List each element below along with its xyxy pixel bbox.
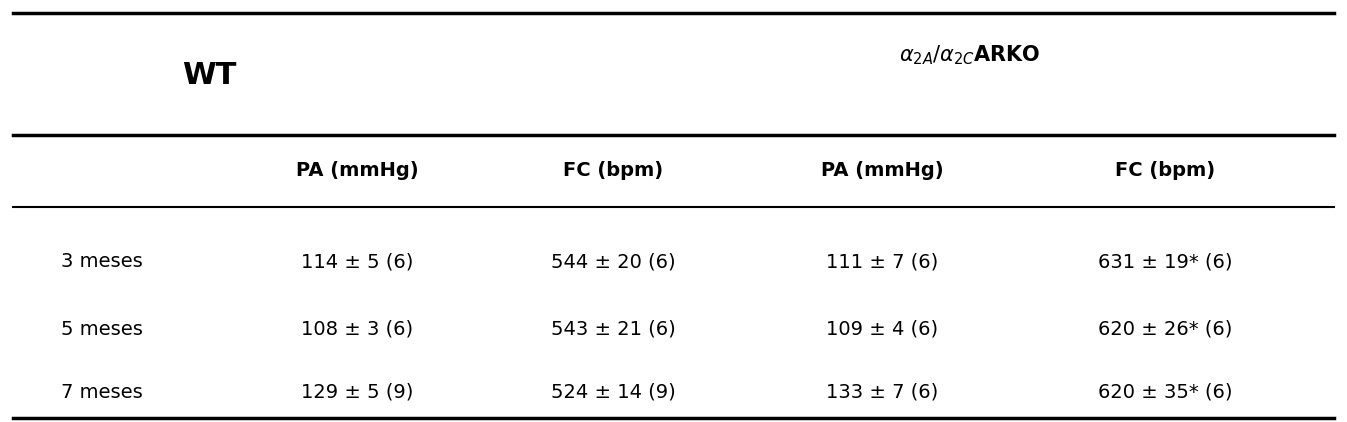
Text: WT: WT (182, 62, 236, 90)
Text: 3 meses: 3 meses (61, 252, 143, 271)
Text: 133 ± 7 (6): 133 ± 7 (6) (826, 383, 939, 402)
Text: 111 ± 7 (6): 111 ± 7 (6) (826, 252, 939, 271)
Text: 620 ± 35* (6): 620 ± 35* (6) (1098, 383, 1233, 402)
Text: 524 ± 14 (9): 524 ± 14 (9) (551, 383, 675, 402)
Text: 108 ± 3 (6): 108 ± 3 (6) (300, 319, 414, 339)
Text: 631 ± 19* (6): 631 ± 19* (6) (1098, 252, 1233, 271)
Text: PA (mmHg): PA (mmHg) (295, 161, 419, 181)
Text: 114 ± 5 (6): 114 ± 5 (6) (300, 252, 414, 271)
Text: 129 ± 5 (9): 129 ± 5 (9) (300, 383, 414, 402)
Text: 7 meses: 7 meses (61, 383, 143, 402)
Text: 544 ± 20 (6): 544 ± 20 (6) (551, 252, 675, 271)
Text: PA (mmHg): PA (mmHg) (820, 161, 944, 181)
Text: 109 ± 4 (6): 109 ± 4 (6) (826, 319, 939, 339)
Text: 543 ± 21 (6): 543 ± 21 (6) (551, 319, 675, 339)
Text: $\alpha_{2A}$/$\alpha_{2C}$$\bf{ARKO}$: $\alpha_{2A}$/$\alpha_{2C}$$\bf{ARKO}$ (898, 43, 1041, 67)
Text: 5 meses: 5 meses (61, 319, 143, 339)
Text: FC (bpm): FC (bpm) (1115, 161, 1215, 181)
Text: 620 ± 26* (6): 620 ± 26* (6) (1098, 319, 1233, 339)
Text: FC (bpm): FC (bpm) (563, 161, 663, 181)
